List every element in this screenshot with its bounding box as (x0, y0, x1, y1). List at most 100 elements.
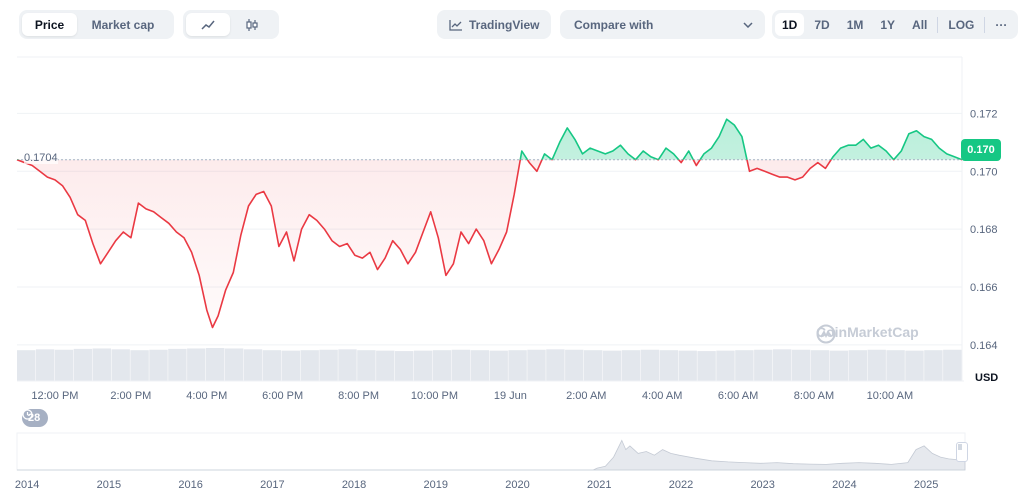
y-tick-label: 0.166 (970, 282, 998, 294)
price-fill-above (520, 119, 962, 160)
navigator-handle[interactable] (956, 442, 968, 462)
overview-tick-label: 2015 (97, 479, 121, 491)
line-chart-icon (201, 20, 215, 30)
volume-bar (489, 350, 508, 381)
coinmarketcap-watermark: CoinMarketCap (816, 324, 919, 344)
coinmarketcap-logo-icon (816, 324, 836, 344)
volume-bar (149, 349, 168, 381)
overview-navigator[interactable] (16, 432, 966, 471)
log-scale-button[interactable]: LOG (948, 17, 975, 32)
volume-bar (432, 350, 452, 381)
overview-tick-label: 2017 (260, 479, 284, 491)
volume-bar (376, 350, 395, 381)
range-7d-button[interactable]: 7D (814, 17, 830, 32)
overview-tick-label: 2025 (914, 479, 938, 491)
volume-bar (867, 349, 886, 381)
volume-bar (754, 349, 773, 381)
overview-tick-label: 2022 (669, 479, 693, 491)
x-tick-label: 2:00 AM (566, 390, 606, 402)
volume-bar (697, 351, 716, 381)
volume-bar (92, 348, 111, 381)
candlestick-button[interactable] (230, 13, 274, 36)
volume-bar (413, 350, 433, 381)
volume-bar (319, 349, 338, 381)
x-tick-label: 4:00 PM (186, 390, 227, 402)
price-line (16, 118, 963, 329)
volume-bar (621, 350, 641, 381)
x-tick-label: 10:00 AM (867, 390, 913, 402)
current-price-tag: 0.170 (961, 139, 1001, 161)
tradingview-button[interactable]: TradingView (437, 10, 551, 39)
volume-bar (905, 350, 924, 381)
tradingview-label: TradingView (469, 17, 540, 32)
volume-bar (886, 350, 905, 381)
volume-bar (470, 350, 489, 381)
volume-bar (508, 350, 527, 381)
y-tick-label: 0.172 (970, 108, 998, 120)
toolbar-divider (937, 16, 939, 33)
range-all-button[interactable]: All (912, 17, 928, 32)
volume-bar (243, 349, 263, 381)
reference-price-label: 0.1704 (24, 152, 58, 164)
volume-bar (659, 350, 678, 381)
volume-bar (281, 350, 300, 381)
volume-bar (73, 348, 93, 381)
volume-bar (17, 350, 36, 381)
volume-bar (527, 349, 546, 381)
price-area-fill (17, 119, 962, 328)
overview-tick-label: 2020 (505, 479, 529, 491)
volume-bar (111, 349, 130, 381)
volume-bar (735, 350, 754, 381)
chevron-down-icon (743, 21, 753, 28)
market-cap-tab[interactable]: Market cap (91, 17, 155, 32)
range-1d-button[interactable]: 1D (775, 13, 805, 36)
currency-label: USD (975, 372, 999, 384)
overview-tick-label: 2023 (750, 479, 774, 491)
compare-dropdown[interactable]: Compare with (560, 10, 765, 39)
overview-x-ticks: 2014 2015 2016 2017 2018 2019 2020 2021 2022 2023… (15, 479, 938, 491)
x-tick-label: 6:00 AM (718, 390, 758, 402)
volume-bar (924, 350, 943, 381)
chart-type-toggle (183, 10, 279, 39)
volume-bar (716, 350, 735, 381)
volume-bar (829, 350, 849, 381)
volume-bar (187, 348, 206, 381)
line-chart-button[interactable] (186, 13, 230, 36)
y-tick-label: 0.164 (970, 340, 998, 352)
toolbar-divider (984, 16, 986, 33)
overview-tick-label: 2019 (424, 479, 448, 491)
range-1y-button[interactable]: 1Y (880, 17, 896, 32)
history-clock-icon (22, 409, 33, 420)
volume-bar (640, 349, 660, 381)
price-tab[interactable]: Price (22, 13, 77, 36)
volume-bars (17, 348, 962, 381)
volume-bar (168, 348, 187, 381)
history-badge[interactable]: 28 (22, 409, 49, 427)
history-badge-count: 28 (28, 412, 41, 424)
overview-tick-label: 2014 (15, 479, 39, 491)
y-tick-label: 0.168 (970, 224, 998, 236)
overview-area (17, 439, 966, 471)
x-tick-label: 6:00 PM (262, 390, 303, 402)
drag-handle-icon (958, 444, 962, 450)
time-range-selector: 1D 7D 1M 1Y All LOG ··· (772, 10, 1018, 39)
range-1m-button[interactable]: 1M (846, 17, 864, 32)
candlestick-icon (246, 18, 258, 31)
more-options-button[interactable]: ··· (995, 17, 1008, 32)
overview-tick-label: 2024 (832, 479, 856, 491)
volume-bar (300, 350, 319, 381)
x-axis-ticks: 12:00 PM 2:00 PM 4:00 PM 6:00 PM 8:00 PM 10:0… (31, 390, 913, 402)
volume-bar (338, 349, 357, 381)
volume-bar (395, 351, 414, 381)
y-axis-ticks: 0.172 0.170 0.168 0.166 0.164 (970, 108, 998, 351)
volume-bar (584, 350, 603, 381)
volume-bar (546, 349, 565, 381)
x-tick-label: 19 Jun (494, 390, 527, 402)
volume-bar (678, 350, 697, 381)
x-tick-label: 2:00 PM (110, 390, 151, 402)
volume-bar (54, 349, 74, 381)
overview-tick-label: 2018 (342, 479, 366, 491)
volume-bar (602, 350, 622, 381)
x-tick-label: 4:00 AM (642, 390, 682, 402)
